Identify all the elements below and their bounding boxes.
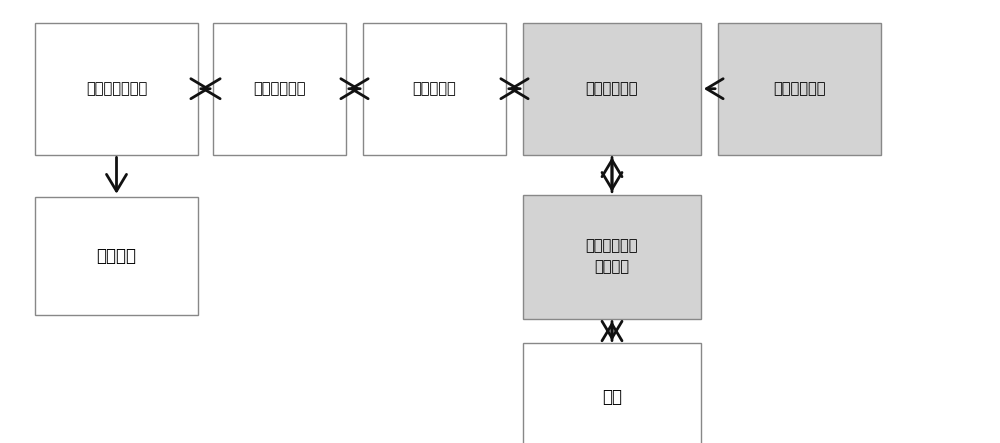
Text: 数据信号处理
信息系统: 数据信号处理 信息系统 [586, 239, 638, 275]
Text: 微控制处理器: 微控制处理器 [586, 81, 638, 96]
Bar [718, 23, 881, 155]
Text: 无磁杜瓦: 无磁杜瓦 [96, 247, 136, 264]
Text: 超导量子干涉器: 超导量子干涉器 [86, 81, 147, 96]
Bar [523, 23, 701, 155]
Bar [363, 23, 506, 155]
Text: 电源供电单元: 电源供电单元 [773, 81, 826, 96]
Text: 磁通锁定环: 磁通锁定环 [413, 81, 456, 96]
Bar [35, 197, 198, 315]
Text: 主机: 主机 [602, 388, 622, 406]
Bar [35, 23, 198, 155]
Text: 立体三轴定位: 立体三轴定位 [253, 81, 306, 96]
Bar [213, 23, 346, 155]
Bar [523, 194, 701, 319]
Bar [523, 343, 701, 443]
